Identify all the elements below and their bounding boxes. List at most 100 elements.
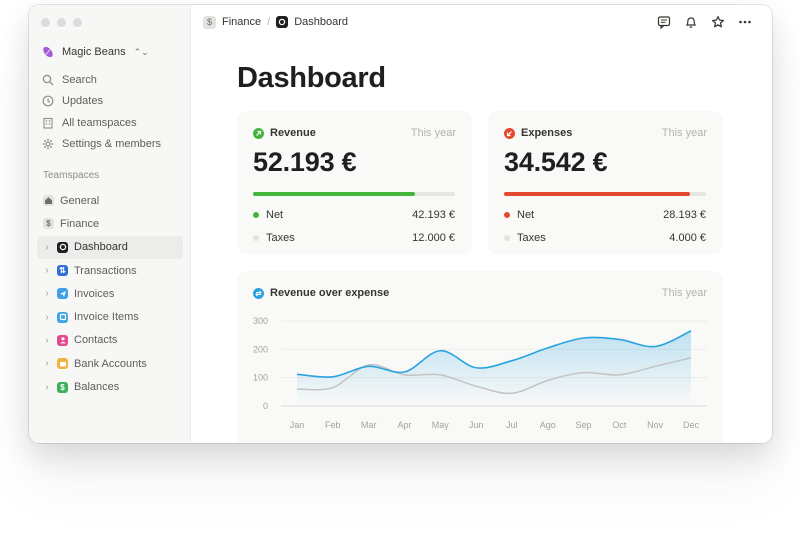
- x-tick-label: Jan: [290, 420, 305, 430]
- row-value: 42.193 €: [412, 209, 455, 221]
- page-title: Dashboard: [237, 62, 386, 94]
- net-dot: [253, 212, 259, 218]
- expenses-card-header: Expenses: [504, 127, 572, 139]
- sidebar-item-label: Finance: [60, 217, 100, 230]
- sidebar-item-contacts[interactable]: › Contacts: [37, 329, 183, 352]
- maximize-button[interactable]: [73, 18, 82, 27]
- sidebar-item-settings[interactable]: Settings & members: [37, 134, 183, 156]
- sidebar-item-dashboard[interactable]: › Dashboard: [37, 235, 183, 259]
- sidebar-item-all-teamspaces[interactable]: All teamspaces: [37, 112, 183, 134]
- expenses-title: Expenses: [521, 127, 573, 139]
- expenses-net-row: Net 28.193 €: [504, 209, 706, 221]
- x-tick-label: Nov: [647, 420, 664, 430]
- workspace-name: Magic Beans: [62, 46, 126, 58]
- close-button[interactable]: [41, 18, 50, 27]
- teamspaces-heading: Teamspaces: [43, 170, 100, 181]
- teamspace-list: General $ Finance › Dashboard › ⇅ Transa…: [37, 189, 183, 399]
- star-icon[interactable]: [711, 15, 725, 29]
- x-tick-label: Dec: [683, 420, 700, 430]
- x-tick-label: Sep: [576, 420, 592, 430]
- chevron-right-icon[interactable]: ›: [45, 288, 49, 300]
- chevron-right-icon[interactable]: ›: [45, 241, 49, 253]
- expenses-amount: 34.542 €: [504, 147, 608, 177]
- person-icon: [57, 334, 68, 346]
- row-label: Net: [517, 209, 535, 221]
- arrow-down-left-icon: [504, 127, 515, 139]
- dollar-icon: $: [203, 15, 216, 29]
- revenue-amount: 52.193 €: [253, 147, 357, 177]
- row-label: Net: [266, 209, 284, 221]
- revenue-over-expense-card: Revenue over expense This year 300 200 100…: [237, 271, 723, 443]
- series-line-primary: [296, 330, 692, 378]
- revenue-expense-chart: 300 200 100 0 Jan Feb Mar Apr May Jun Jul Ago Sep Oct…: [253, 316, 707, 430]
- chevron-right-icon[interactable]: ›: [45, 265, 49, 277]
- taxes-dot: [253, 235, 259, 241]
- expenses-progress-fill: [504, 192, 690, 196]
- x-tick-label: Apr: [397, 420, 411, 430]
- chevron-right-icon[interactable]: ›: [45, 358, 49, 370]
- breadcrumb-dashboard[interactable]: Dashboard: [276, 16, 348, 28]
- sidebar-item-label: General: [60, 194, 100, 207]
- row-value: 12.000 €: [412, 232, 455, 244]
- dollar-icon: $: [43, 218, 54, 230]
- breadcrumb-separator: /: [267, 16, 271, 28]
- row-value: 28.193 €: [663, 209, 706, 221]
- dashboard-icon: [276, 16, 289, 28]
- sidebar-item-invoices[interactable]: › Invoices: [37, 282, 183, 305]
- row-value: 4.000 €: [669, 232, 706, 244]
- comment-icon[interactable]: [657, 15, 671, 29]
- y-tick-label: 200: [253, 344, 268, 354]
- revenue-period[interactable]: This year: [410, 127, 456, 139]
- topbar: $ Finance / Dashboard: [191, 5, 772, 39]
- sidebar-item-label: Balances: [74, 381, 120, 394]
- workspace-switcher[interactable]: Magic Beans ⌃⌄: [41, 45, 149, 59]
- more-icon[interactable]: [738, 15, 752, 29]
- sidebar-item-label: Transactions: [74, 264, 137, 277]
- sidebar-item-general[interactable]: General: [37, 189, 183, 212]
- chevron-right-icon[interactable]: ›: [45, 381, 49, 393]
- sidebar-item-finance[interactable]: $ Finance: [37, 212, 183, 235]
- topbar-actions: [657, 15, 752, 29]
- sidebar-item-bank-accounts[interactable]: › Bank Accounts: [37, 352, 183, 375]
- bean-icon: [41, 45, 55, 59]
- swap-icon: [253, 287, 264, 299]
- chart-card-header: Revenue over expense: [253, 287, 389, 299]
- app-window: Magic Beans ⌃⌄ Search Updates All tea: [29, 5, 772, 443]
- sidebar-item-invoice-items[interactable]: › Invoice Items: [37, 305, 183, 328]
- sidebar-item-label: All teamspaces: [62, 116, 137, 129]
- sidebar-item-label: Contacts: [74, 334, 118, 347]
- expenses-taxes-row: Taxes 4.000 €: [504, 232, 706, 244]
- expenses-progress-bar: [504, 192, 706, 196]
- x-tick-label: Jun: [469, 420, 484, 430]
- y-tick-label: 300: [253, 316, 268, 326]
- home-icon: [43, 195, 54, 207]
- sidebar-item-search[interactable]: Search: [37, 69, 183, 91]
- sidebar-item-label: Search: [62, 73, 97, 86]
- revenue-card: Revenue This year 52.193 € Net 42.193 € …: [237, 111, 472, 254]
- revenue-title: Revenue: [270, 127, 316, 139]
- minimize-button[interactable]: [57, 18, 66, 27]
- sidebar-item-label: Invoice Items: [74, 311, 139, 324]
- sidebar-nav: Search Updates All teamspaces Settings &…: [37, 69, 183, 155]
- chart-period[interactable]: This year: [661, 287, 707, 299]
- sidebar: Magic Beans ⌃⌄ Search Updates All tea: [29, 5, 191, 443]
- bell-icon[interactable]: [684, 15, 698, 29]
- expenses-period[interactable]: This year: [661, 127, 707, 139]
- sidebar-item-label: Settings & members: [62, 138, 162, 151]
- sidebar-item-balances[interactable]: › $ Balances: [37, 375, 183, 398]
- sidebar-item-transactions[interactable]: › ⇅ Transactions: [37, 259, 183, 282]
- main-content: $ Finance / Dashboard: [191, 5, 772, 443]
- chevron-right-icon[interactable]: ›: [45, 311, 49, 323]
- box-icon: [57, 311, 68, 323]
- revenue-taxes-row: Taxes 12.000 €: [253, 232, 455, 244]
- sidebar-item-updates[interactable]: Updates: [37, 91, 183, 113]
- sidebar-item-label: Updates: [62, 95, 103, 108]
- expenses-card: Expenses This year 34.542 € Net 28.193 €…: [488, 111, 723, 254]
- building-icon: [42, 117, 54, 129]
- revenue-net-row: Net 42.193 €: [253, 209, 455, 221]
- breadcrumb-finance[interactable]: $ Finance: [203, 15, 261, 29]
- chevron-right-icon[interactable]: ›: [45, 334, 49, 346]
- x-tick-label: Ago: [540, 420, 556, 430]
- breadcrumb-current: Dashboard: [294, 16, 349, 28]
- revenue-progress-bar: [253, 192, 455, 196]
